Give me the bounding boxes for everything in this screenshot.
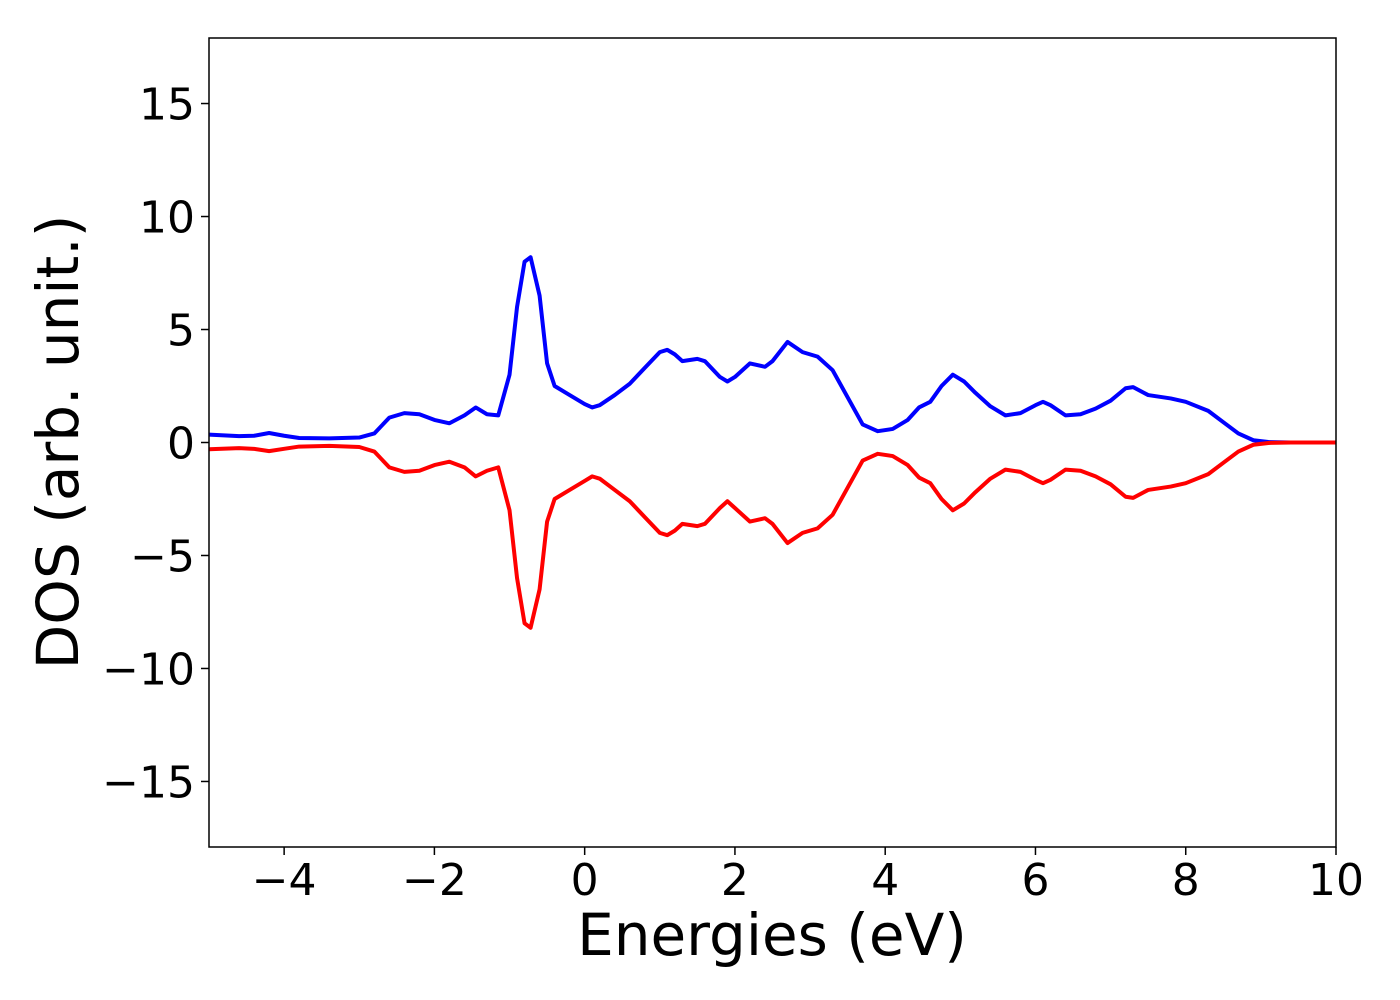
y-tick-label: 15 <box>139 80 195 131</box>
x-tick-label: −2 <box>402 855 467 906</box>
y-axis-label: DOS (arb. unit.) <box>24 215 92 670</box>
x-tick-label: 8 <box>1172 855 1200 906</box>
series-line <box>208 255 1336 445</box>
plot-frame <box>208 37 1337 848</box>
series-line <box>208 440 1336 630</box>
x-tick-label: 4 <box>871 855 899 906</box>
y-tick-label: 5 <box>167 306 195 357</box>
x-tick-label: −4 <box>252 855 317 906</box>
y-tick-label: 0 <box>167 419 195 470</box>
y-tick-label: −15 <box>102 757 195 808</box>
x-tick-label: 6 <box>1021 855 1049 906</box>
x-tick-label: 0 <box>571 855 599 906</box>
y-tick-label: −5 <box>130 531 195 582</box>
y-tick-label: −10 <box>102 644 195 695</box>
y-tick-label: 10 <box>139 193 195 244</box>
x-tick-label: 10 <box>1308 855 1364 906</box>
x-tick-label: 2 <box>721 855 749 906</box>
x-axis-label: Energies (eV) <box>577 901 967 969</box>
